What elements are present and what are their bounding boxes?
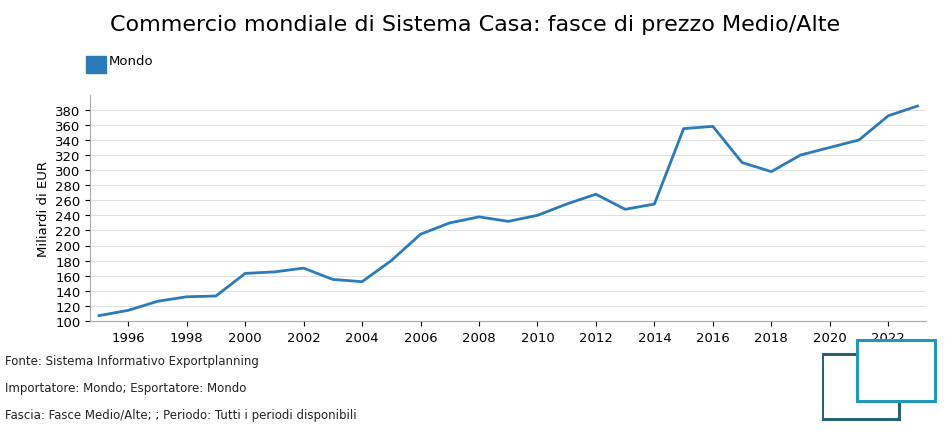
Bar — [822, 354, 899, 419]
Text: Fonte: Sistema Informativo Exportplanning: Fonte: Sistema Informativo Exportplannin… — [5, 354, 258, 367]
Y-axis label: Miliardi di EUR: Miliardi di EUR — [37, 161, 49, 256]
Bar — [857, 341, 935, 401]
Text: Mondo: Mondo — [109, 55, 154, 68]
Text: Commercio mondiale di Sistema Casa: fasce di prezzo Medio/Alte: Commercio mondiale di Sistema Casa: fasc… — [110, 15, 840, 35]
Text: Fascia: Fasce Medio/Alte; ; Periodo: Tutti i periodi disponibili: Fascia: Fasce Medio/Alte; ; Periodo: Tut… — [5, 408, 356, 421]
Text: Importatore: Mondo; Esportatore: Mondo: Importatore: Mondo; Esportatore: Mondo — [5, 381, 246, 394]
